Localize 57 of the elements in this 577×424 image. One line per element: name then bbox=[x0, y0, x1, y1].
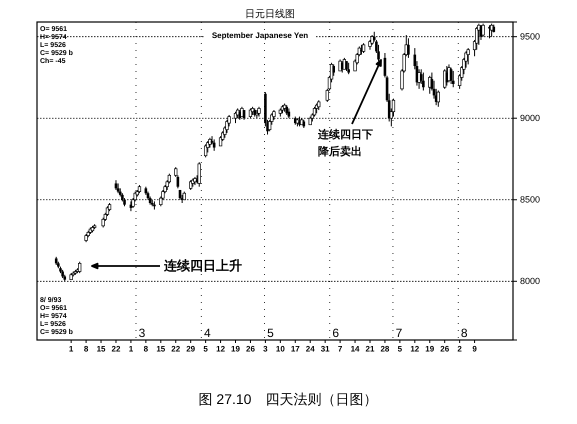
x-tick-label: 22 bbox=[171, 344, 181, 354]
annotation: 连续四日下降后卖出 bbox=[317, 128, 373, 158]
x-tick-label: 8 bbox=[144, 344, 149, 354]
x-tick-label: 28 bbox=[380, 344, 390, 354]
x2-tick-label: 4 bbox=[204, 326, 211, 340]
x-tick-label: 19 bbox=[231, 344, 241, 354]
candlestick bbox=[317, 100, 320, 111]
x-tick-label: 8 bbox=[84, 344, 89, 354]
x-tick-label: 15 bbox=[96, 344, 106, 354]
candlestick bbox=[450, 67, 452, 84]
x-tick-label: 24 bbox=[306, 344, 316, 354]
x-tick-label: 15 bbox=[156, 344, 166, 354]
caption: 图 27.10 四天法则（日图） bbox=[198, 391, 378, 407]
x2-tick-label: 3 bbox=[138, 326, 146, 340]
candlestick bbox=[436, 90, 440, 108]
candlestick bbox=[285, 104, 288, 116]
x-tick-label: 7 bbox=[338, 344, 343, 354]
text: September Japanese Yen bbox=[212, 31, 308, 40]
x2-tick-label: 8 bbox=[460, 326, 468, 340]
y-tick-label: 9000 bbox=[520, 113, 540, 124]
y-tick-label: 8500 bbox=[520, 194, 540, 205]
x-tick-label: 5 bbox=[398, 344, 403, 354]
x-tick-label: 1 bbox=[68, 344, 74, 354]
x-tick-label: 22 bbox=[112, 344, 121, 354]
x-tick-label: 10 bbox=[276, 344, 286, 354]
x2-tick-label: 5 bbox=[267, 326, 274, 340]
x-tick-label: 2 bbox=[457, 344, 462, 354]
candlestick bbox=[362, 42, 366, 54]
x-tick-label: 17 bbox=[290, 344, 300, 354]
candlestick bbox=[360, 44, 363, 56]
x-tick-label: 26 bbox=[246, 344, 256, 354]
x-tick-label: 21 bbox=[366, 344, 375, 354]
x-tick-label: 5 bbox=[203, 344, 208, 354]
x-tick-label: 26 bbox=[440, 344, 450, 354]
candlestick bbox=[208, 137, 212, 148]
x-tick-label: 19 bbox=[425, 344, 435, 354]
x-tick-label: 12 bbox=[410, 344, 420, 354]
x-tick-label: 12 bbox=[216, 344, 226, 354]
x-tick-label: 14 bbox=[350, 344, 360, 354]
y-tick-label: 8000 bbox=[520, 276, 540, 286]
candlestick bbox=[345, 60, 348, 72]
candlestick bbox=[452, 70, 455, 88]
annotation: 连续四日上升 bbox=[163, 258, 242, 273]
x2-tick-label: 6 bbox=[332, 326, 340, 340]
candlestick bbox=[332, 64, 335, 76]
x-tick-label: 29 bbox=[186, 344, 196, 354]
candlestick bbox=[204, 144, 208, 158]
y-tick-label: 9500 bbox=[520, 32, 540, 42]
candlestick bbox=[377, 44, 380, 62]
chart-subtitle: 日元日线图 bbox=[245, 8, 295, 20]
x-tick-label: 9 bbox=[472, 344, 478, 354]
candlestick bbox=[407, 38, 410, 58]
x-tick-label: 3 bbox=[263, 344, 268, 354]
x-tick-label: 31 bbox=[320, 344, 330, 354]
candlestick bbox=[466, 48, 470, 65]
x-tick-label: 1 bbox=[128, 344, 134, 354]
x2-tick-label: 7 bbox=[396, 326, 403, 340]
